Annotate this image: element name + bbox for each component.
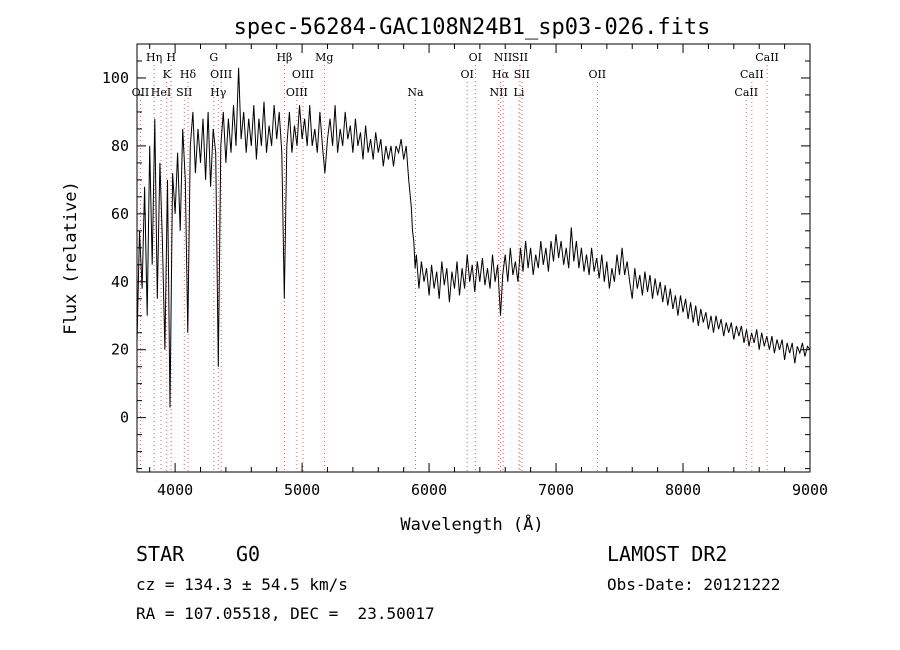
line-marker-label: NII [494,51,512,64]
line-marker-label: SII [514,68,530,81]
x-tick-label: 5000 [284,481,320,499]
line-marker-label: Hγ [210,86,227,99]
line-marker-label: Mg [315,51,333,64]
spectrum-line [136,67,811,408]
line-markers: OIIHηHeIKHSIIHδGHγOIIIHβOIIIOIIIMgNaOIOI… [132,51,779,472]
line-marker-label: SII [176,86,192,99]
chart-title: spec-56284-GAC108N24B1_sp03-026.fits [234,15,711,40]
line-marker-label: OII [132,86,150,99]
subclass: G0 [236,542,261,566]
redshift-velocity: cz = 134.3 ± 54.5 km/s [136,575,348,594]
y-tick-label: 0 [120,409,129,427]
coordinates: RA = 107.05518, DEC = 23.50017 [136,604,435,623]
line-marker-label: SII [512,51,528,64]
y-tick-label: 40 [111,273,129,291]
line-marker-label: H [166,51,176,64]
line-marker-label: OI [460,68,473,81]
line-marker-label: Hδ [180,68,197,81]
x-tick-label: 4000 [157,481,193,499]
x-tick-label: 6000 [411,481,447,499]
plot-frame [136,43,811,473]
y-tick-label: 60 [111,205,129,223]
line-marker-label: G [209,51,218,64]
obs-date: Obs-Date: 20121222 [607,575,781,594]
line-marker-label: CaII [740,68,764,81]
line-marker-label: Li [514,86,525,99]
x-tick-label: 8000 [665,481,701,499]
line-marker-label: HeI [151,86,171,99]
line-marker-label: OI [469,51,482,64]
line-marker-label: OII [588,68,606,81]
y-tick-label: 100 [102,69,129,87]
line-marker-label: CaII [755,51,779,64]
y-tick-label: 20 [111,341,129,359]
line-marker-label: OIII [292,68,314,81]
y-axis-label: Flux (relative) [61,181,81,335]
line-marker-label: Hα [492,68,510,81]
line-marker-label: OIII [210,68,232,81]
line-marker-label: NII [489,86,507,99]
survey-label: LAMOST DR2 [607,542,728,566]
line-marker-label: OIII [286,86,308,99]
line-marker-label: CaII [734,86,758,99]
x-tick-label: 7000 [538,481,574,499]
object-class: STAR [136,542,185,566]
x-axis-label: Wavelength (Å) [400,513,543,535]
line-marker-label: K [163,68,172,81]
x-tick-label: 9000 [792,481,828,499]
y-tick-label: 80 [111,137,129,155]
line-marker-label: Hβ [276,51,292,64]
line-marker-label: Hη [146,51,162,64]
axis-ticks: 4000 5000 6000 7000 8000 9000 0 20 40 60 80 100 [102,43,828,499]
line-marker-label: Na [407,86,424,99]
